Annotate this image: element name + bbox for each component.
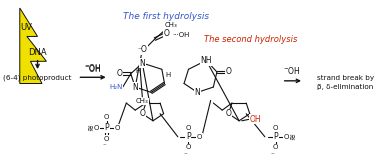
- Text: strand break by: strand break by: [317, 75, 374, 81]
- Text: $^{-}$OH: $^{-}$OH: [84, 62, 101, 73]
- Text: N: N: [132, 82, 138, 92]
- Text: β, δ-elimination: β, δ-elimination: [317, 83, 373, 89]
- Text: O: O: [116, 69, 122, 78]
- Text: N: N: [195, 88, 200, 97]
- Text: NH: NH: [200, 56, 212, 65]
- Text: $^{-}$OH: $^{-}$OH: [84, 63, 101, 74]
- Text: P: P: [273, 132, 278, 141]
- Text: P: P: [186, 132, 191, 141]
- Text: H₂N: H₂N: [109, 84, 122, 90]
- Text: O: O: [186, 144, 191, 150]
- Text: $^{-}$OH: $^{-}$OH: [284, 65, 301, 76]
- Text: OH: OH: [249, 115, 261, 124]
- Text: O: O: [226, 67, 231, 76]
- Text: P: P: [104, 123, 109, 132]
- Text: (6-4) photoproduct: (6-4) photoproduct: [3, 74, 72, 81]
- Text: O: O: [115, 125, 120, 131]
- Text: O: O: [163, 29, 169, 38]
- Text: O: O: [104, 114, 110, 120]
- Text: CH₃: CH₃: [164, 22, 177, 28]
- Text: CH₃: CH₃: [136, 98, 149, 104]
- Text: O: O: [139, 109, 145, 118]
- Text: ⁻O: ⁻O: [137, 45, 147, 54]
- Text: UV: UV: [20, 23, 32, 32]
- Text: O: O: [226, 109, 231, 118]
- Text: N: N: [139, 59, 145, 68]
- Text: The second hydrolysis: The second hydrolysis: [204, 35, 297, 44]
- Polygon shape: [20, 8, 46, 83]
- Text: The first hydrolysis: The first hydrolysis: [123, 12, 209, 22]
- Text: ⁻: ⁻: [184, 152, 187, 158]
- Text: ⁻: ⁻: [271, 152, 274, 158]
- Text: N: N: [139, 59, 145, 68]
- Text: H: H: [166, 72, 170, 78]
- Text: O: O: [273, 125, 278, 131]
- Text: O: O: [197, 134, 202, 140]
- Text: ≋: ≋: [289, 133, 298, 140]
- Text: O: O: [93, 125, 99, 131]
- Text: ≋: ≋: [86, 124, 95, 131]
- Text: O: O: [104, 136, 110, 141]
- Text: ⁻: ⁻: [102, 143, 106, 149]
- Text: H: H: [135, 67, 141, 74]
- Text: O: O: [186, 125, 191, 131]
- Text: O: O: [273, 144, 278, 150]
- Text: O: O: [284, 134, 289, 140]
- Text: DNA: DNA: [28, 48, 47, 57]
- Text: ···OH: ···OH: [173, 32, 190, 38]
